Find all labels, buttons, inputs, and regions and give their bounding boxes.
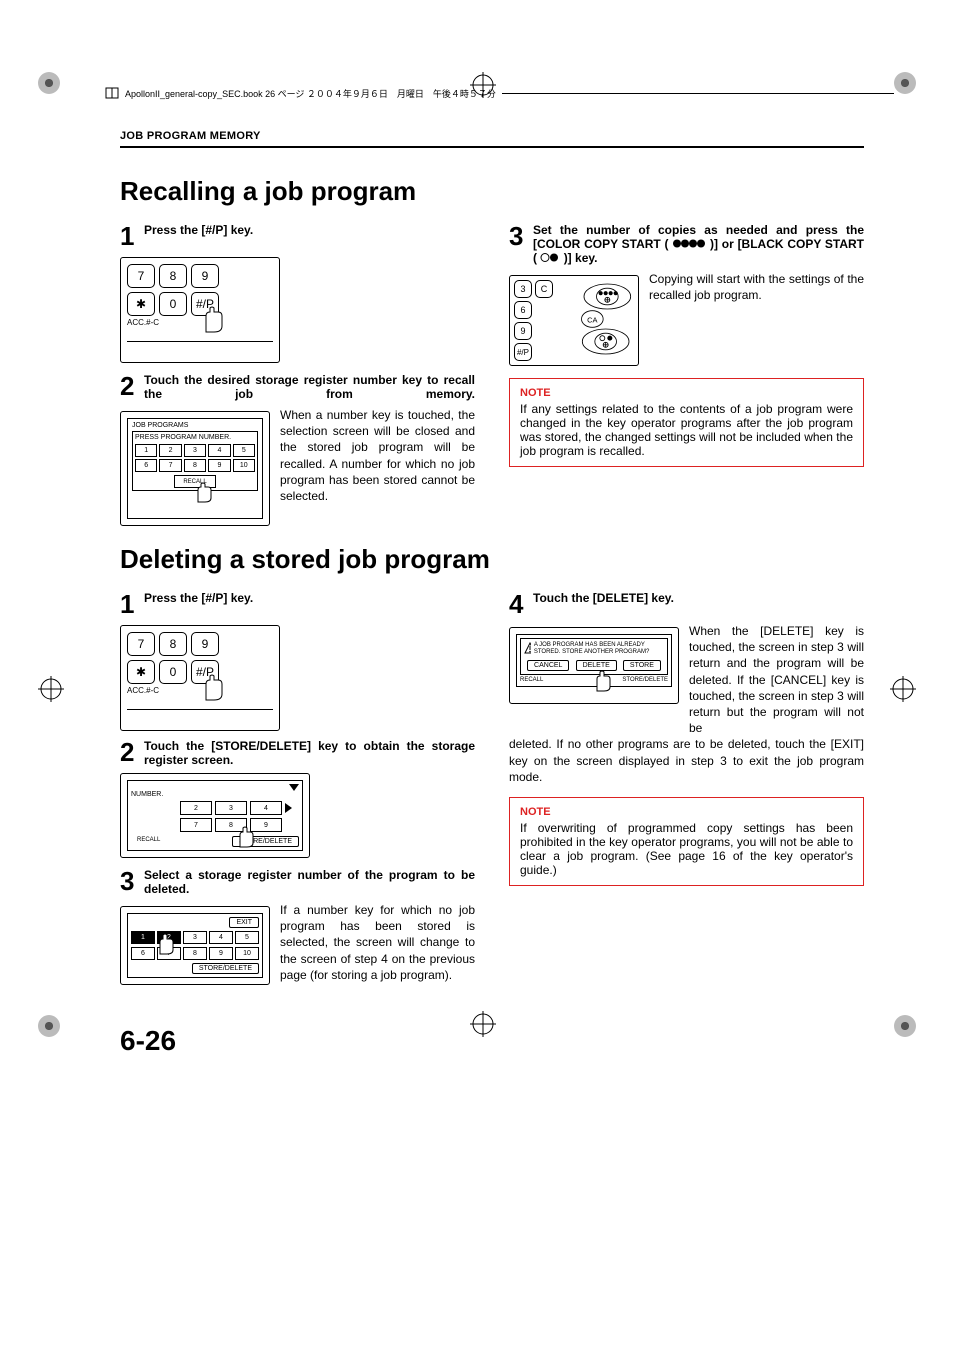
step-num-1: 1 [120, 223, 138, 249]
number-label: NUMBER. [131, 791, 299, 798]
jobprog-title: JOB PROGRAMS [132, 422, 258, 429]
d-step-4-body-side: When the [DELETE] key is touched, the sc… [689, 623, 864, 736]
sd-label: STORE/DELETE [622, 677, 668, 683]
d-step-1-text: Press the [#/P] key. [144, 591, 253, 617]
step-2-body: When a number key is touched, the select… [280, 407, 475, 504]
jobprog-sub: PRESS PROGRAM NUMBER. [135, 434, 255, 441]
store-delete-figure: NUMBER. 2 3 4 7 8 9 [120, 773, 310, 858]
d-step-4-body-cont: deleted. If no other programs are to be … [509, 736, 864, 785]
recall-label: RECALL [520, 677, 543, 683]
prog-cell: 10 [233, 459, 255, 472]
key-8: 8 [159, 632, 187, 656]
step-num-3: 3 [509, 223, 527, 265]
hand-icon [236, 825, 260, 849]
d-step-4-text: Touch the [DELETE] key. [533, 591, 674, 617]
prog-cell: 8 [184, 459, 206, 472]
key-7: 7 [127, 632, 155, 656]
step-2-text: Touch the desired storage register numbe… [144, 373, 475, 401]
acc-label: ACC.#-C [127, 686, 273, 695]
delete-dialog-figure: A JOB PROGRAM HAS BEEN ALREADY STORED. S… [509, 627, 679, 704]
start-keys-figure: 3C 6 9 #/P CA [509, 275, 639, 366]
prog-cell: 3 [184, 444, 206, 457]
key-0: 0 [159, 292, 187, 316]
note-1-text: If any settings related to the contents … [520, 402, 853, 458]
d-step-2-text: Touch the [STORE/DELETE] key to obtain t… [144, 739, 475, 767]
note-box-1: NOTE If any settings related to the cont… [509, 378, 864, 467]
note-title: NOTE [520, 806, 853, 818]
note-box-2: NOTE If overwriting of programmed copy s… [509, 797, 864, 886]
note-title: NOTE [520, 387, 853, 399]
store-btn: STORE [623, 660, 661, 671]
exit-btn: EXIT [229, 917, 259, 928]
job-programs-figure: JOB PROGRAMS PRESS PROGRAM NUMBER. 1 2 3… [120, 411, 270, 526]
key-8: 8 [159, 264, 187, 288]
prog-cell: 5 [233, 444, 255, 457]
prog-cell: 7 [159, 459, 181, 472]
hand-icon [156, 932, 180, 956]
select-register-figure: EXIT 1 2 3 4 5 6 7 8 9 [120, 906, 270, 985]
step-3-text: Set the number of copies as needed and p… [533, 223, 864, 265]
recall-label: RECALL [131, 836, 166, 847]
key-0: 0 [159, 660, 187, 684]
keypad-figure-2: 7 8 9 ✱ 0 #/P ACC.#-C [120, 625, 280, 731]
step-num-2: 2 [120, 373, 138, 401]
d-step-1-num: 1 [120, 591, 138, 617]
section-title-recall: Recalling a job program [120, 176, 864, 207]
section-title-delete: Deleting a stored job program [120, 544, 864, 575]
triangle-down-icon [289, 784, 299, 791]
chapter-header: JOB PROGRAM MEMORY [120, 130, 864, 148]
acc-label: ACC.#-C [127, 318, 273, 327]
hand-icon [201, 304, 231, 334]
svg-text:CA: CA [587, 315, 597, 324]
hand-icon [201, 672, 231, 702]
hand-icon [593, 669, 617, 693]
dialog-msg: A JOB PROGRAM HAS BEEN ALREADY STORED. S… [534, 642, 664, 656]
key-7: 7 [127, 264, 155, 288]
keypad-figure-1: 7 8 9 ✱ 0 #/P ACC.#-C [120, 257, 280, 363]
cancel-btn: CANCEL [527, 660, 569, 671]
step-3-body: Copying will start with the settings of … [649, 271, 864, 303]
prog-cell: 6 [135, 459, 157, 472]
key-star: ✱ [127, 292, 155, 316]
key-star: ✱ [127, 660, 155, 684]
d-step-3-text: Select a storage register number of the … [144, 868, 475, 896]
d-step-3-body: If a number key for which no job program… [280, 902, 475, 983]
page-number: 6-26 [120, 1025, 864, 1057]
hand-icon [194, 481, 218, 503]
note-2-text: If overwriting of programmed copy settin… [520, 821, 853, 877]
prog-cell: 2 [159, 444, 181, 457]
step-1-text: Press the [#/P] key. [144, 223, 253, 249]
triangle-right-icon [285, 803, 292, 813]
d-step-2-num: 2 [120, 739, 138, 767]
start-buttons-icon: CA [559, 280, 634, 358]
key-9: 9 [191, 632, 219, 656]
color-dots-icon [672, 238, 706, 249]
d-step-4-num: 4 [509, 591, 527, 617]
warning-icon [524, 642, 531, 654]
store-delete-btn: STORE/DELETE [192, 963, 259, 974]
d-step-3-num: 3 [120, 868, 138, 896]
bw-dots-icon [540, 252, 560, 263]
key-9: 9 [191, 264, 219, 288]
prog-cell: 1 [135, 444, 157, 457]
prog-cell: 4 [208, 444, 230, 457]
prog-cell: 9 [208, 459, 230, 472]
